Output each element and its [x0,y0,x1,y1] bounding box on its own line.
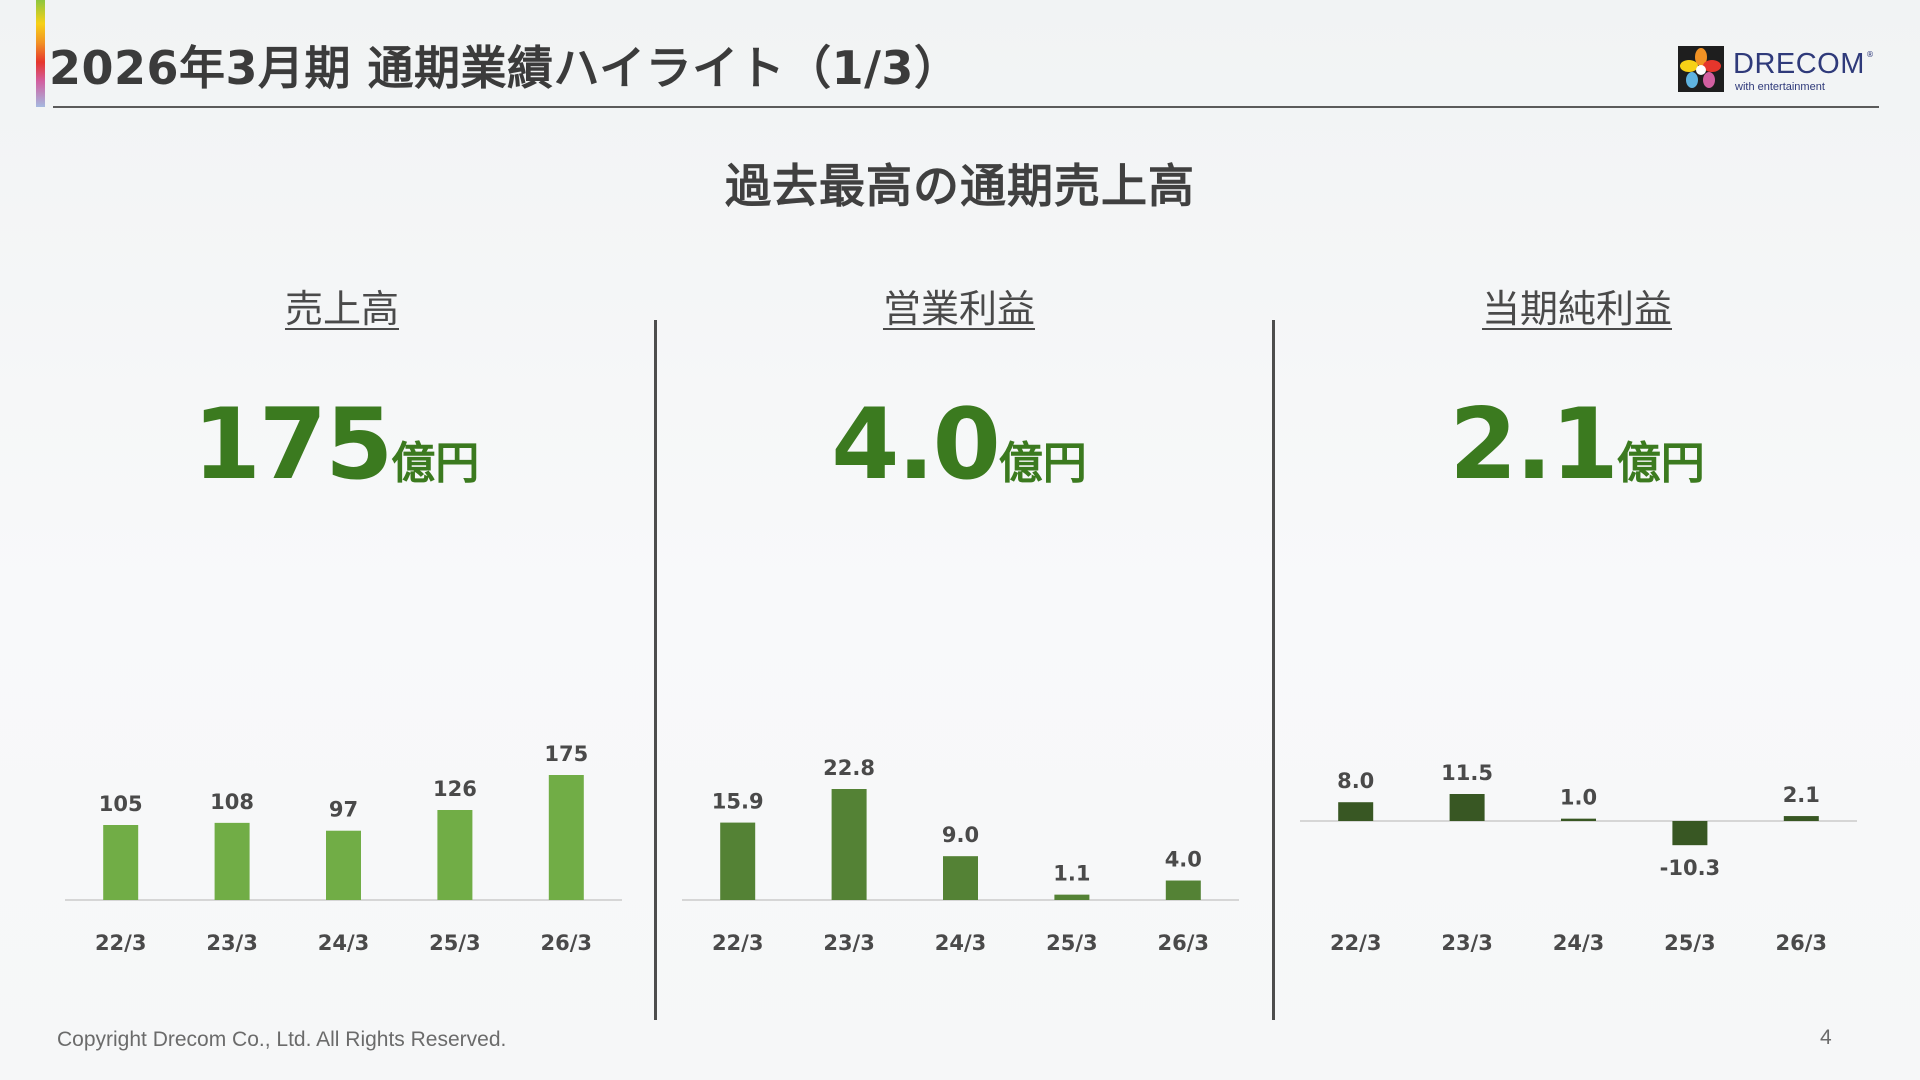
net-income-title-text: 当期純利益 [1481,287,1672,331]
net-income-value-number: 2.1 [1449,388,1619,502]
revenue-category-label: 22/3 [95,931,147,955]
operating-income-panel: 営業利益 4.0億円 15.9 22/3 22.8 23/3 9.0 24/3 1.1 25/… [679,270,1239,990]
operating-income-category-label: 24/3 [935,931,987,955]
revenue-value-unit: 億円 [391,438,480,489]
operating-income-value-number: 4.0 [831,388,1001,502]
copyright-text: Copyright Drecom Co., Ltd. All Rights Re… [57,1028,507,1051]
net-income-category-label: 25/3 [1664,931,1716,955]
revenue-category-label: 23/3 [206,931,258,955]
title-underline-rule [53,106,1879,108]
revenue-bar [103,825,139,900]
operating-income-bar-value-label: 9.0 [942,823,979,847]
operating-income-bar-value-label: 22.8 [823,756,875,780]
net-income-value-unit: 億円 [1616,438,1705,489]
net-income-bar [1783,816,1819,821]
net-income-panel: 当期純利益 2.1億円 8.0 22/3 11.5 23/3 1.0 24/3 -10.3 2… [1297,270,1857,990]
operating-income-bar [943,856,978,900]
net-income-bar-value-label: -10.3 [1660,856,1721,880]
net-income-bar [1561,818,1596,821]
revenue-category-label: 25/3 [429,931,481,955]
net-income-bar [1338,802,1374,821]
net-income-category-label: 22/3 [1330,931,1382,955]
panel-divider-1 [654,320,657,1020]
net-income-title: 当期純利益 [1297,278,1857,333]
net-income-bar-value-label: 8.0 [1337,769,1374,793]
revenue-panel: 売上高 175億円 105 22/3 108 23/3 97 24/3 126 25/3 175… [62,270,622,990]
net-income-bar-value-label: 1.0 [1560,786,1597,810]
revenue-title-text: 売上高 [284,287,399,331]
operating-income-bar-chart: 15.9 22/3 22.8 23/3 9.0 24/3 1.1 25/3 4.0 26/3 [682,756,1239,955]
flower-logo-icon [1678,46,1724,92]
operating-income-bar-value-label: 1.1 [1053,862,1090,886]
revenue-bar [214,822,250,900]
logo-wordmark: DRECOM [1733,48,1865,80]
net-income-category-label: 24/3 [1553,931,1605,955]
operating-income-bar [831,789,867,900]
net-income-bar-value-label: 11.5 [1441,761,1493,785]
operating-income-value: 4.0億円 [679,388,1239,502]
operating-income-bar-value-label: 4.0 [1165,848,1202,872]
headline: 過去最高の通期売上高 [725,159,1195,213]
revenue-bar [548,775,584,900]
drecom-logo: DRECOM ® with entertainment [1678,46,1874,96]
revenue-bar-value-label: 108 [210,790,254,814]
operating-income-category-label: 23/3 [823,931,875,955]
revenue-title: 売上高 [62,278,622,333]
revenue-bar [326,830,361,900]
operating-income-bar-value-label: 15.9 [712,790,764,814]
revenue-bar-value-label: 105 [99,792,143,816]
net-income-value: 2.1億円 [1297,388,1857,502]
operating-income-category-label: 25/3 [1046,931,1098,955]
page-number: 4 [1820,1026,1832,1049]
revenue-bar-value-label: 175 [544,742,588,766]
net-income-category-label: 26/3 [1776,931,1828,955]
net-income-category-label: 23/3 [1441,931,1493,955]
net-income-bar [1449,794,1485,821]
revenue-bar-value-label: 126 [433,777,477,801]
revenue-value-number: 175 [192,388,394,502]
revenue-category-label: 26/3 [541,931,593,955]
panel-divider-2 [1272,320,1275,1020]
operating-income-title-text: 営業利益 [882,287,1035,331]
net-income-bar [1672,821,1708,846]
revenue-bar-value-label: 97 [329,798,358,822]
operating-income-bar [720,822,756,900]
revenue-value: 175億円 [56,388,616,502]
logo-tagline: with entertainment [1735,81,1825,93]
title-accent-bar [36,0,45,107]
net-income-bar-value-label: 2.1 [1783,783,1820,807]
operating-income-category-label: 26/3 [1158,931,1210,955]
logo-registered-mark: ® [1866,50,1874,59]
revenue-bar [437,810,473,900]
operating-income-title: 営業利益 [679,278,1239,333]
operating-income-value-unit: 億円 [998,438,1087,489]
slide-title: 2026年3月期 通期業績ハイライト（1/3） [49,41,961,95]
operating-income-bar [1165,880,1201,900]
net-income-bar-chart: 8.0 22/3 11.5 23/3 1.0 24/3 -10.3 25/3 2.1 26/3 [1300,761,1857,955]
operating-income-bar [1054,894,1090,900]
revenue-category-label: 24/3 [318,931,370,955]
revenue-bar-chart: 105 22/3 108 23/3 97 24/3 126 25/3 175 26/3 [65,742,622,955]
operating-income-category-label: 22/3 [712,931,764,955]
